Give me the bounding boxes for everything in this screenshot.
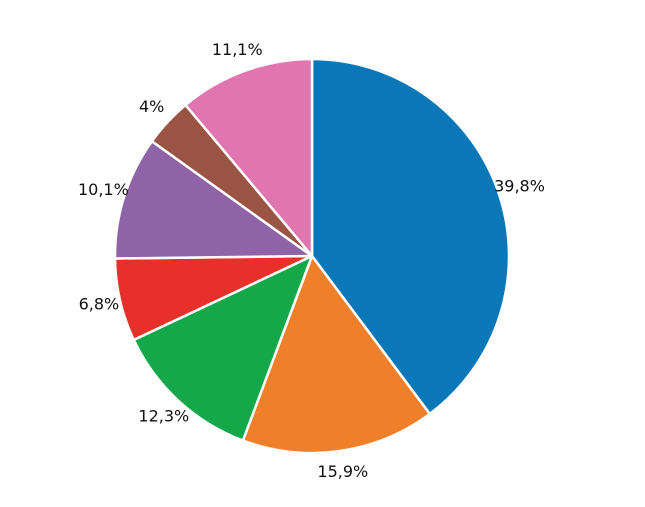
slice-label: 12,3% xyxy=(138,406,189,425)
pie-slice xyxy=(132,254,314,442)
pie-slice xyxy=(184,57,314,258)
slice-label: 6,8% xyxy=(79,295,120,314)
pie-slice xyxy=(113,139,314,260)
slice-label: 10,1% xyxy=(78,180,129,199)
pie-slice xyxy=(310,57,511,416)
slice-label: 11,1% xyxy=(212,40,263,59)
slice-label: 4% xyxy=(139,97,164,116)
pie-slice xyxy=(241,254,432,455)
slice-label: 15,9% xyxy=(317,462,368,481)
slice-label: 39,8% xyxy=(494,177,545,196)
